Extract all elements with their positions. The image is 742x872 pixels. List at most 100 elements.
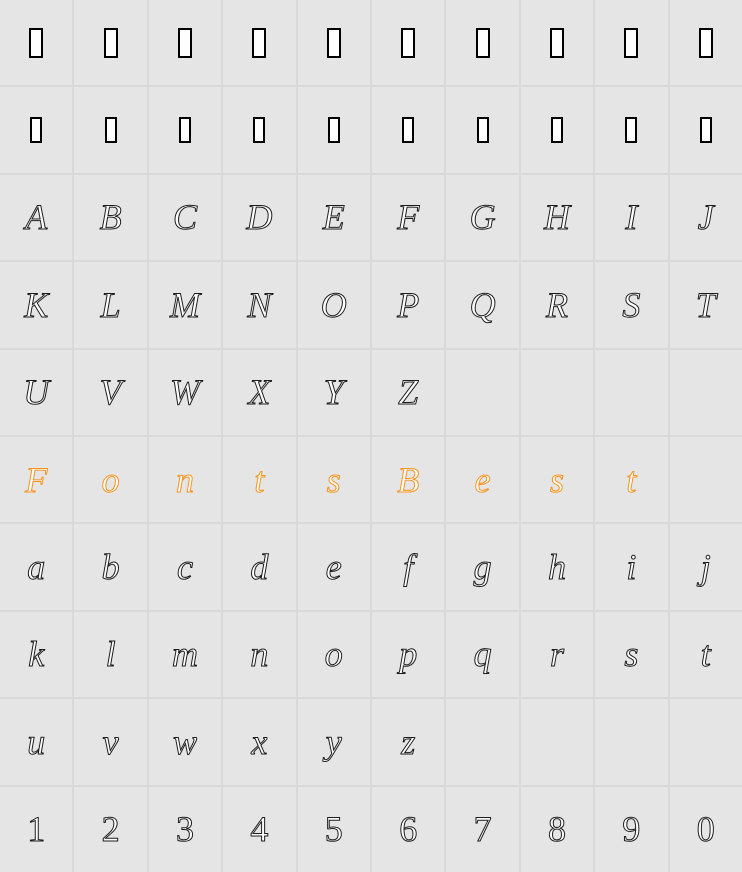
placeholder-glyph	[105, 117, 117, 143]
glyph-cell: d	[223, 524, 295, 609]
glyph: 4	[250, 808, 268, 850]
glyph-cell	[595, 87, 667, 172]
glyph: M	[170, 284, 200, 326]
placeholder-glyph	[625, 117, 637, 143]
glyph-cell: o	[298, 612, 370, 697]
glyph-cell: k	[0, 612, 72, 697]
glyph-cell: Q	[446, 262, 518, 347]
glyph: 2	[102, 808, 120, 850]
glyph-cell: v	[74, 699, 146, 784]
glyph-cell	[670, 699, 742, 784]
glyph-cell: J	[670, 175, 742, 260]
glyph: C	[173, 196, 197, 238]
glyph: n	[176, 459, 194, 501]
glyph-cell: G	[446, 175, 518, 260]
glyph-cell	[446, 699, 518, 784]
glyph-cell: U	[0, 350, 72, 435]
glyph: b	[102, 546, 120, 588]
placeholder-glyph	[179, 117, 191, 143]
glyph-cell: 5	[298, 787, 370, 872]
glyph: f	[403, 546, 413, 588]
glyph: m	[172, 633, 198, 675]
glyph-cell	[372, 0, 444, 85]
glyph-cell	[670, 87, 742, 172]
glyph: r	[550, 633, 564, 675]
glyph: F	[25, 459, 47, 501]
placeholder-glyph	[252, 28, 266, 58]
glyph-cell: r	[521, 612, 593, 697]
glyph-cell: S	[595, 262, 667, 347]
glyph-cell: e	[298, 524, 370, 609]
glyph-cell: C	[149, 175, 221, 260]
glyph: j	[701, 546, 711, 588]
glyph-cell: 2	[74, 787, 146, 872]
glyph-cell: X	[223, 350, 295, 435]
glyph: P	[397, 284, 419, 326]
glyph: 5	[325, 808, 343, 850]
glyph: e	[475, 459, 491, 501]
glyph-cell: V	[74, 350, 146, 435]
glyph: d	[250, 546, 268, 588]
glyph-cell	[223, 87, 295, 172]
glyph-cell	[74, 0, 146, 85]
glyph-cell: c	[149, 524, 221, 609]
glyph-cell: g	[446, 524, 518, 609]
glyph-cell	[595, 699, 667, 784]
glyph-cell: 7	[446, 787, 518, 872]
glyph: D	[246, 196, 272, 238]
glyph: 8	[548, 808, 566, 850]
placeholder-glyph	[700, 117, 712, 143]
glyph: U	[23, 371, 49, 413]
glyph-cell	[149, 87, 221, 172]
glyph: l	[106, 633, 116, 675]
glyph-cell: n	[223, 612, 295, 697]
glyph: a	[27, 546, 45, 588]
glyph: p	[399, 633, 417, 675]
placeholder-glyph	[253, 117, 265, 143]
glyph-cell	[446, 0, 518, 85]
glyph: t	[254, 459, 264, 501]
glyph-cell: 9	[595, 787, 667, 872]
glyph-cell	[446, 87, 518, 172]
glyph-cell: q	[446, 612, 518, 697]
glyph: o	[102, 459, 120, 501]
placeholder-glyph	[476, 28, 490, 58]
glyph: X	[248, 371, 270, 413]
glyph: B	[100, 196, 122, 238]
glyph-cell: 0	[670, 787, 742, 872]
glyph-cell: b	[74, 524, 146, 609]
placeholder-glyph	[29, 28, 43, 58]
glyph-cell: W	[149, 350, 221, 435]
glyph-cell: a	[0, 524, 72, 609]
glyph: F	[397, 196, 419, 238]
glyph: g	[474, 546, 492, 588]
glyph: S	[622, 284, 640, 326]
glyph: W	[170, 371, 200, 413]
glyph-cell: t	[595, 437, 667, 522]
glyph: H	[544, 196, 570, 238]
glyph: t	[626, 459, 636, 501]
glyph: 7	[474, 808, 492, 850]
glyph: A	[25, 196, 47, 238]
glyph: u	[27, 721, 45, 763]
glyph: i	[626, 546, 636, 588]
glyph-cell	[298, 0, 370, 85]
glyph-cell: O	[298, 262, 370, 347]
glyph-cell: P	[372, 262, 444, 347]
glyph-cell: m	[149, 612, 221, 697]
glyph: t	[701, 633, 711, 675]
glyph: n	[250, 633, 268, 675]
glyph: Z	[398, 371, 418, 413]
glyph-cell: z	[372, 699, 444, 784]
glyph: h	[548, 546, 566, 588]
glyph: Y	[324, 371, 344, 413]
glyph-cell: w	[149, 699, 221, 784]
glyph: Q	[470, 284, 496, 326]
glyph: K	[24, 284, 48, 326]
glyph: c	[177, 546, 193, 588]
glyph-cell: B	[74, 175, 146, 260]
glyph: R	[546, 284, 568, 326]
glyph-cell: f	[372, 524, 444, 609]
placeholder-glyph	[178, 28, 192, 58]
glyph: B	[397, 459, 419, 501]
